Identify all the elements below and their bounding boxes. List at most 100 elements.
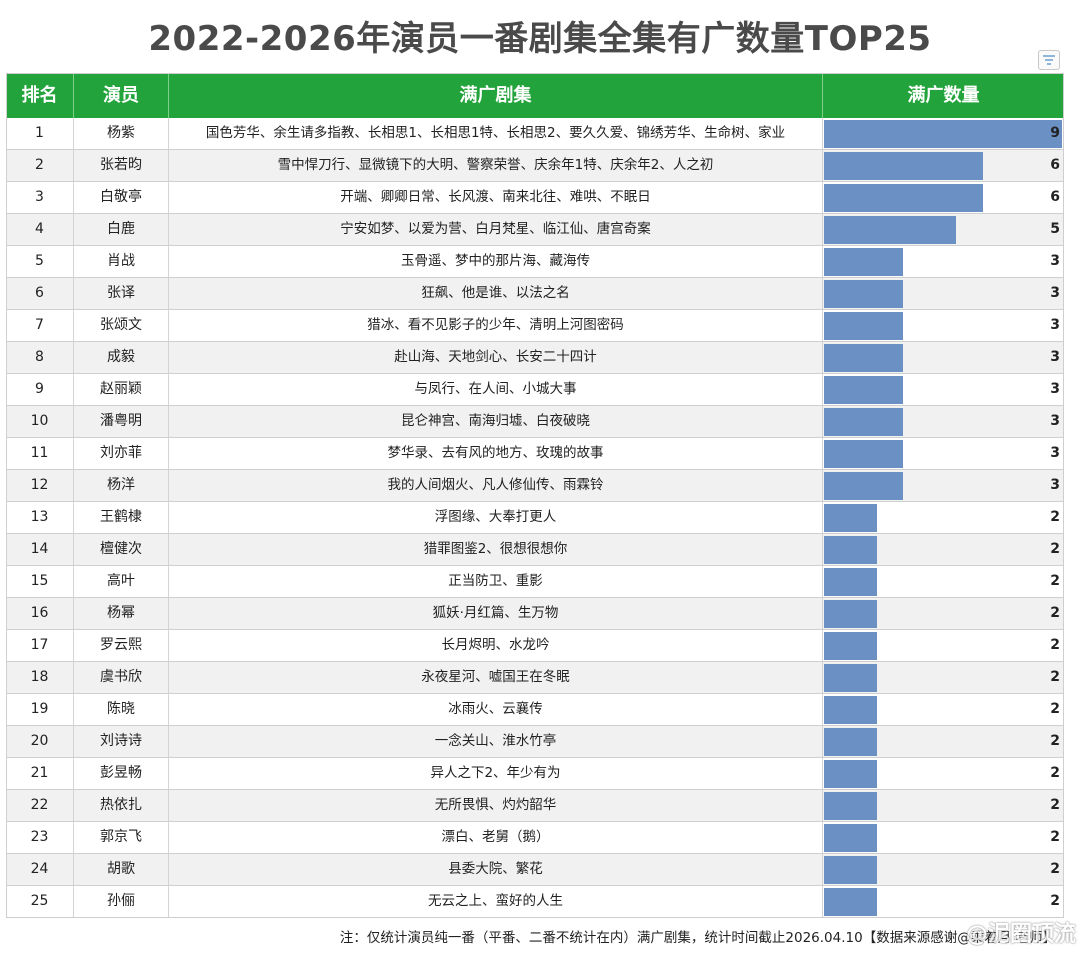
bar-mark [824, 408, 903, 436]
bar-mark [824, 824, 877, 852]
count-label: 2 [1050, 797, 1060, 813]
dramas-cell: 我的人间烟火、凡人修仙传、雨霖铃 [169, 470, 823, 501]
count-label: 2 [1050, 765, 1060, 781]
actor-cell: 张颂文 [74, 310, 169, 341]
table-row: 4 白鹿 宁安如梦、以爱为营、白月梵星、临江仙、唐宫奇案 5 [6, 214, 1064, 246]
rank-cell: 22 [6, 790, 74, 821]
rank-cell: 20 [6, 726, 74, 757]
actor-cell: 肖战 [74, 246, 169, 277]
bar-mark [824, 760, 877, 788]
dramas-cell: 赴山海、天地剑心、长安二十四计 [169, 342, 823, 373]
table-row: 2 张若昀 雪中悍刀行、显微镜下的大明、警察荣誉、庆余年1特、庆余年2、人之初 6 [6, 150, 1064, 182]
actor-cell: 彭昱畅 [74, 758, 169, 789]
rank-cell: 12 [6, 470, 74, 501]
count-cell: 2 [823, 726, 1064, 757]
table-row: 15 高叶 正当防卫、重影 2 [6, 566, 1064, 598]
bar-mark [824, 312, 903, 340]
count-cell: 2 [823, 598, 1064, 629]
table-row: 23 郭京飞 漂白、老舅（鹅） 2 [6, 822, 1064, 854]
actor-cell: 胡歌 [74, 854, 169, 885]
dramas-cell: 浮图缘、大奉打更人 [169, 502, 823, 533]
dramas-cell: 猎罪图鉴2、很想很想你 [169, 534, 823, 565]
actor-cell: 白鹿 [74, 214, 169, 245]
count-cell: 2 [823, 662, 1064, 693]
header-actor[interactable]: 演员 [74, 73, 169, 118]
actor-cell: 张若昀 [74, 150, 169, 181]
rank-cell: 3 [6, 182, 74, 213]
bar-mark [824, 792, 877, 820]
count-label: 3 [1050, 317, 1060, 333]
actor-cell: 刘诗诗 [74, 726, 169, 757]
count-label: 2 [1050, 605, 1060, 621]
header-count[interactable]: 满广数量 [907, 85, 980, 106]
table-row: 19 陈晓 冰雨火、云襄传 2 [6, 694, 1064, 726]
table-row: 24 胡歌 县委大院、繁花 2 [6, 854, 1064, 886]
table-row: 7 张颂文 猎冰、看不见影子的少年、清明上河图密码 3 [6, 310, 1064, 342]
count-label: 6 [1050, 189, 1060, 205]
dramas-cell: 与凤行、在人间、小城大事 [169, 374, 823, 405]
actor-cell: 孙俪 [74, 886, 169, 917]
header-dramas[interactable]: 满广剧集 [169, 73, 823, 118]
actor-cell: 高叶 [74, 566, 169, 597]
actor-cell: 杨幂 [74, 598, 169, 629]
count-cell: 9 [823, 118, 1064, 149]
footnote: 注：仅统计演员纯一番（平番、二番不统计在内）满广剧集，统计时间截止2026.04… [339, 930, 1056, 946]
actor-cell: 陈晓 [74, 694, 169, 725]
count-label: 2 [1050, 701, 1060, 717]
dramas-cell: 冰雨火、云襄传 [169, 694, 823, 725]
count-label: 3 [1050, 445, 1060, 461]
count-label: 2 [1050, 669, 1060, 685]
table-row: 22 热依扎 无所畏惧、灼灼韶华 2 [6, 790, 1064, 822]
count-cell: 3 [823, 342, 1064, 373]
actor-cell: 成毅 [74, 342, 169, 373]
bar-mark [824, 344, 903, 372]
bar-mark [824, 152, 983, 180]
rank-cell: 17 [6, 630, 74, 661]
rank-cell: 18 [6, 662, 74, 693]
actor-cell: 罗云熙 [74, 630, 169, 661]
count-label: 2 [1050, 573, 1060, 589]
bar-mark [824, 536, 877, 564]
table-row: 8 成毅 赴山海、天地剑心、长安二十四计 3 [6, 342, 1064, 374]
dramas-cell: 梦华录、去有风的地方、玫瑰的故事 [169, 438, 823, 469]
bar-mark [824, 728, 877, 756]
count-cell: 2 [823, 854, 1064, 885]
actor-cell: 檀健次 [74, 534, 169, 565]
table-row: 12 杨洋 我的人间烟火、凡人修仙传、雨霖铃 3 [6, 470, 1064, 502]
count-label: 3 [1050, 413, 1060, 429]
bar-mark [824, 664, 877, 692]
actor-cell: 郭京飞 [74, 822, 169, 853]
bar-mark [824, 216, 956, 244]
count-label: 5 [1050, 221, 1060, 237]
count-cell: 6 [823, 182, 1064, 213]
dramas-cell: 昆仑神宫、南海归墟、白夜破晓 [169, 406, 823, 437]
bar-mark [824, 856, 877, 884]
dramas-cell: 无所畏惧、灼灼韶华 [169, 790, 823, 821]
rank-cell: 19 [6, 694, 74, 725]
rank-cell: 14 [6, 534, 74, 565]
count-label: 9 [1050, 125, 1060, 141]
bar-mark [824, 632, 877, 660]
rank-cell: 16 [6, 598, 74, 629]
table-header: 排名 演员 满广剧集 满广数量 [6, 73, 1064, 118]
watermark: @泥圈顶流 [966, 922, 1077, 947]
rank-cell: 4 [6, 214, 74, 245]
rank-cell: 21 [6, 758, 74, 789]
table-row: 16 杨幂 狐妖·月红篇、生万物 2 [6, 598, 1064, 630]
actor-cell: 白敬亭 [74, 182, 169, 213]
table-row: 5 肖战 玉骨遥、梦中的那片海、藏海传 3 [6, 246, 1064, 278]
count-cell: 2 [823, 566, 1064, 597]
dramas-cell: 狂飙、他是谁、以法之名 [169, 278, 823, 309]
actor-cell: 虞书欣 [74, 662, 169, 693]
table-row: 3 白敬亭 开端、卿卿日常、长风渡、南来北往、难哄、不眠日 6 [6, 182, 1064, 214]
filter-icon[interactable] [1038, 50, 1060, 70]
count-cell: 3 [823, 310, 1064, 341]
count-cell: 2 [823, 758, 1064, 789]
count-cell: 2 [823, 630, 1064, 661]
count-cell: 3 [823, 374, 1064, 405]
count-cell: 2 [823, 502, 1064, 533]
header-rank[interactable]: 排名 [6, 73, 74, 118]
actor-cell: 张译 [74, 278, 169, 309]
dramas-cell: 一念关山、淮水竹亭 [169, 726, 823, 757]
count-cell: 2 [823, 790, 1064, 821]
